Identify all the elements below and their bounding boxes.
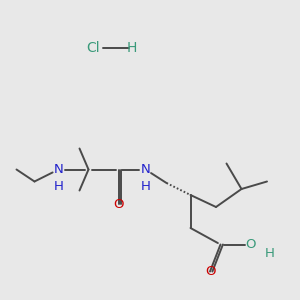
Text: O: O — [113, 197, 124, 211]
Text: H: H — [54, 179, 63, 193]
Text: O: O — [245, 238, 256, 251]
Text: H: H — [141, 179, 150, 193]
Text: Cl: Cl — [86, 41, 100, 55]
Text: H: H — [265, 247, 275, 260]
Text: H: H — [127, 41, 137, 55]
Text: O: O — [205, 265, 215, 278]
Text: N: N — [54, 163, 63, 176]
Text: N: N — [141, 163, 150, 176]
